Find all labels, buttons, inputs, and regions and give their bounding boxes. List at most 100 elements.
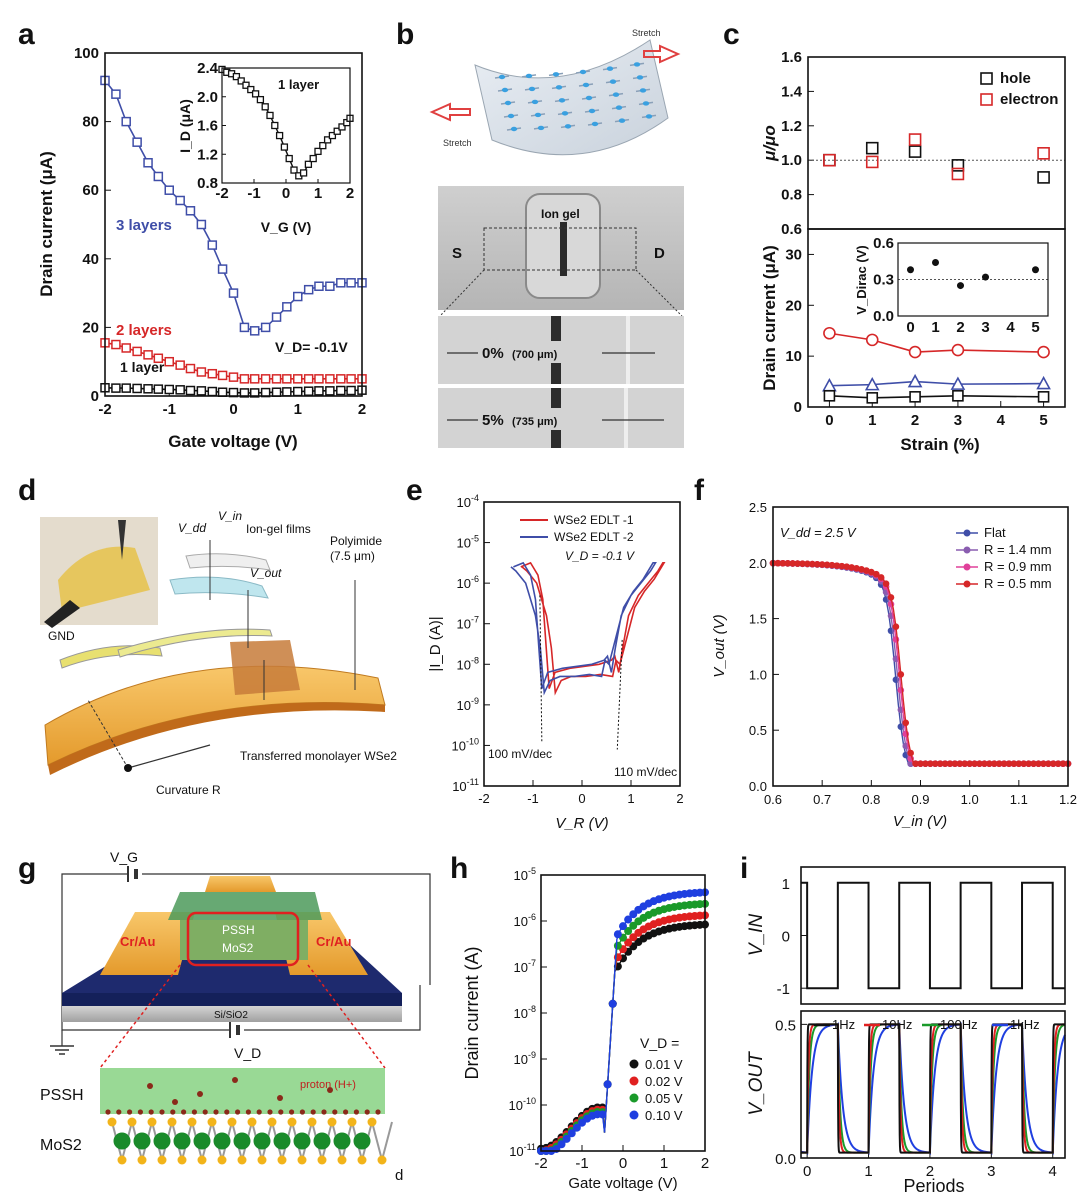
h-ytick-label: 10-11	[509, 1142, 536, 1159]
b-device-gel	[582, 82, 590, 88]
mos2-label: MoS2	[222, 941, 254, 955]
s-atom	[137, 1155, 147, 1165]
c-inset-ytick: 0.3	[873, 272, 894, 289]
h-point	[619, 922, 627, 931]
substrate-label: Si/SiO2	[214, 1010, 248, 1021]
a-inset-ytick: 2.4	[197, 60, 219, 77]
b-device-gel	[618, 118, 626, 123]
polyimide-label: Polyimide	[330, 534, 382, 548]
f-xtick-label: 0.6	[764, 792, 782, 807]
strain0-label: 0%	[482, 345, 504, 362]
len5-label: (735 μm)	[512, 416, 558, 428]
panel-f-legend: Flat R = 1.4 mm R = 0.9 mm R = 0.5 mm	[956, 525, 1052, 591]
panel-b-letter: b	[396, 18, 414, 51]
panel-a-frame	[104, 52, 363, 397]
s-atom	[267, 1117, 277, 1127]
ion-gel-film-2	[185, 553, 271, 571]
strain5-label: 5%	[482, 412, 504, 429]
proton-free	[147, 1083, 153, 1089]
panel-c-xlabel: Strain (%)	[900, 435, 979, 454]
f-point	[1015, 760, 1023, 767]
a-inset-point	[304, 160, 313, 168]
panel-a-label-1layer: 1 layer	[120, 359, 165, 375]
f-point	[1035, 760, 1042, 767]
c-upper-point	[1037, 147, 1050, 160]
panel-i-upper-ylabel: V_IN	[746, 914, 767, 957]
f-point	[922, 760, 929, 767]
a-point	[164, 384, 174, 395]
proton-layer	[310, 1109, 316, 1115]
ion-gel-label-d: Ion-gel films	[246, 522, 311, 536]
f-xtick-label: 1.0	[961, 792, 979, 807]
s-atom	[317, 1155, 327, 1165]
c-lower-point	[907, 373, 923, 388]
f-ytick-label: 0.0	[749, 779, 767, 794]
i-legend-label: 1kHz	[1010, 1017, 1040, 1032]
edge-0pct	[626, 316, 630, 384]
f-point	[843, 563, 851, 571]
f-point	[917, 760, 924, 767]
a-point	[314, 281, 324, 291]
proton-free	[327, 1087, 333, 1093]
proton-layer	[245, 1109, 251, 1115]
curvature-label: Curvature R	[156, 783, 221, 797]
s-atom	[307, 1117, 317, 1127]
mo-atom	[173, 1132, 191, 1150]
f-point	[818, 561, 826, 568]
f-point	[828, 561, 836, 569]
electrode-left	[100, 912, 195, 975]
h-point	[567, 1129, 576, 1138]
a-point	[271, 312, 282, 322]
a-point	[143, 350, 153, 360]
panel-f-xlabel: V_in (V)	[893, 813, 947, 830]
e-series-2	[510, 561, 657, 696]
a-point	[185, 385, 196, 396]
f-point	[1030, 760, 1037, 767]
h-point	[608, 999, 617, 1008]
a-point	[336, 385, 346, 396]
mo-atom	[293, 1132, 311, 1150]
c-upper-ytick-label: 0.8	[781, 187, 802, 204]
zoom-line-g-left	[99, 964, 181, 1069]
legend-e2: WSe2 EDLT -2	[554, 530, 634, 544]
s-atom	[177, 1155, 187, 1165]
f-point	[1005, 760, 1013, 767]
c-upper-point	[951, 167, 965, 181]
gnd-label: GND	[48, 629, 75, 643]
s-atom	[187, 1117, 197, 1127]
a-point	[346, 385, 356, 396]
substrate-edge	[48, 702, 385, 775]
a-point	[239, 388, 250, 398]
source-label: S	[452, 245, 462, 262]
panel-a-inset-xlabel: V_G (V)	[261, 219, 312, 235]
panel-h-letter: h	[450, 852, 468, 885]
f-point	[931, 760, 939, 767]
a-point	[249, 326, 260, 336]
channel	[560, 222, 567, 276]
c-upper-point	[865, 155, 879, 169]
s-atom	[367, 1117, 377, 1127]
proton-layer	[116, 1109, 122, 1115]
panel-f: f 0.6 0.7 0.8 0.9 1.0 1.1 1.2 0.0 0.5 1.0 1.5 2.0 2.…	[694, 474, 1077, 830]
c-inset-xtick: 0	[906, 319, 914, 336]
c-lower-point	[951, 343, 965, 357]
edge-5pct	[624, 388, 628, 448]
s-atom	[107, 1117, 117, 1127]
a-inset-point	[319, 141, 327, 150]
a-point	[336, 278, 346, 288]
f-point	[1000, 760, 1008, 767]
a-point	[260, 322, 271, 333]
panel-a-label-3layers: 3 layers	[116, 217, 172, 234]
h-point	[557, 1140, 566, 1149]
s-atom	[127, 1117, 137, 1127]
b-device-gel	[588, 108, 596, 114]
mo-atom	[353, 1132, 371, 1150]
c-lower-point	[1037, 345, 1050, 359]
a-inset-point	[256, 95, 265, 104]
a-point	[217, 370, 228, 381]
vin-label: V_in	[218, 509, 242, 523]
panel-h-legend-title: V_D =	[640, 1035, 679, 1051]
panel-c-letter: c	[723, 18, 740, 51]
proton-layer	[332, 1109, 338, 1115]
len0-label: (700 μm)	[512, 349, 558, 361]
